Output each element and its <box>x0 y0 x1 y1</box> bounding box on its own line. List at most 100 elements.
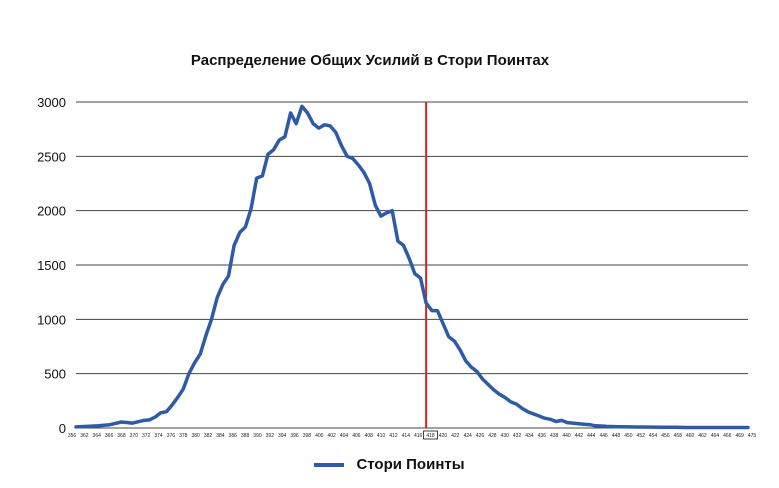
data-point <box>216 296 219 299</box>
x-tick-label: 402 <box>327 433 336 439</box>
data-point <box>543 417 546 420</box>
data-point <box>616 425 620 428</box>
data-point <box>554 420 558 423</box>
data-point <box>650 425 654 429</box>
data-point <box>170 404 174 407</box>
x-tick-label: 408 <box>365 433 374 439</box>
x-tick-label: 430 <box>501 433 510 439</box>
data-point <box>210 318 213 321</box>
x-tick-label: 386 <box>229 433 238 439</box>
y-tick-label: 3000 <box>37 95 66 110</box>
x-tick-label: 426 <box>476 433 485 439</box>
y-tick-label: 500 <box>44 367 66 382</box>
data-point <box>312 122 315 125</box>
data-point <box>712 426 716 429</box>
x-tick-label: 420 <box>439 433 448 439</box>
data-point <box>340 144 343 147</box>
data-point <box>204 334 208 337</box>
x-tick-label: 368 <box>117 433 126 439</box>
data-point <box>560 419 563 422</box>
x-tick-label: 416 <box>414 433 423 439</box>
data-point <box>408 257 411 260</box>
data-point <box>588 423 592 426</box>
data-point <box>673 426 676 429</box>
x-tick-label: 376 <box>167 433 176 439</box>
x-tick-label: 422 <box>451 433 460 439</box>
data-point <box>537 414 541 418</box>
x-axis-ticks: 356 362 364 366 368 370 372 374 376 378 380 382 384 3… <box>68 430 756 440</box>
x-tick-label: 432 <box>513 433 522 439</box>
x-tick-label: 454 <box>649 433 658 439</box>
x-tick-label: 366 <box>105 433 114 439</box>
data-point <box>193 361 196 364</box>
x-tick-label: 412 <box>389 433 398 439</box>
data-point <box>261 174 264 178</box>
y-tick-label: 2000 <box>37 204 66 219</box>
x-tick-label: 444 <box>587 433 596 439</box>
data-point <box>453 339 456 343</box>
data-point <box>97 424 100 427</box>
x-tick-label: 440 <box>562 433 571 439</box>
data-point <box>74 425 78 429</box>
data-point <box>600 424 603 428</box>
x-tick-label: 450 <box>624 433 633 439</box>
x-tick-label: 434 <box>525 433 534 439</box>
x-tick-label: 394 <box>278 433 287 439</box>
data-point <box>475 370 479 373</box>
x-tick-label: 374 <box>154 433 163 439</box>
x-tick-label: 398 <box>303 433 312 439</box>
x-tick-label: 438 <box>550 433 559 439</box>
legend-label: Стори Поинты <box>356 456 465 473</box>
data-point <box>153 415 157 419</box>
data-point <box>696 426 699 429</box>
x-tick-label: 384 <box>216 433 225 439</box>
data-point <box>639 425 642 429</box>
data-point <box>306 111 309 115</box>
data-point <box>628 425 631 429</box>
x-tick-label: 460 <box>686 433 695 439</box>
data-point <box>577 422 580 425</box>
data-point <box>323 123 326 127</box>
x-tick-label: 418 <box>426 433 435 439</box>
x-tick-label: 414 <box>402 433 411 439</box>
data-point <box>424 301 428 305</box>
data-point <box>487 383 490 386</box>
data-point <box>266 153 270 156</box>
series-group <box>74 104 750 430</box>
x-tick-label: 400 <box>315 433 324 439</box>
x-tick-label: 448 <box>612 433 621 439</box>
x-tick-label: 356 <box>68 433 77 439</box>
data-point <box>244 225 247 229</box>
x-tick-label: 469 <box>735 433 744 439</box>
data-point <box>594 424 597 427</box>
data-point <box>464 359 467 362</box>
x-tick-label: 364 <box>93 433 102 439</box>
data-point <box>182 387 185 391</box>
x-tick-label: 462 <box>698 433 707 439</box>
data-point <box>176 396 179 399</box>
data-point <box>86 425 89 428</box>
y-tick-label: 1500 <box>37 258 66 273</box>
series-line <box>74 104 750 430</box>
data-point <box>238 231 241 234</box>
x-tick-label: 390 <box>253 433 262 439</box>
x-tick-label: 372 <box>142 433 151 439</box>
data-point <box>283 135 287 138</box>
x-tick-label: 370 <box>130 433 139 439</box>
legend: Стори Поинты <box>0 456 779 473</box>
y-axis-ticks: 0 500 1000 1500 2000 2500 3000 <box>37 95 66 436</box>
data-point <box>300 105 304 108</box>
data-point <box>374 204 377 207</box>
data-point <box>272 148 275 151</box>
chart-title: Распределение Общих Усилий в Стори Поинт… <box>190 52 550 69</box>
x-tick-label: 456 <box>661 433 670 439</box>
x-tick-label: 362 <box>80 433 89 439</box>
data-point <box>526 410 529 413</box>
data-point <box>662 426 665 429</box>
x-tick-label: 452 <box>637 433 646 439</box>
y-tick-label: 1000 <box>37 312 66 327</box>
data-point <box>583 423 586 426</box>
data-point <box>221 283 224 286</box>
data-point <box>295 122 298 125</box>
